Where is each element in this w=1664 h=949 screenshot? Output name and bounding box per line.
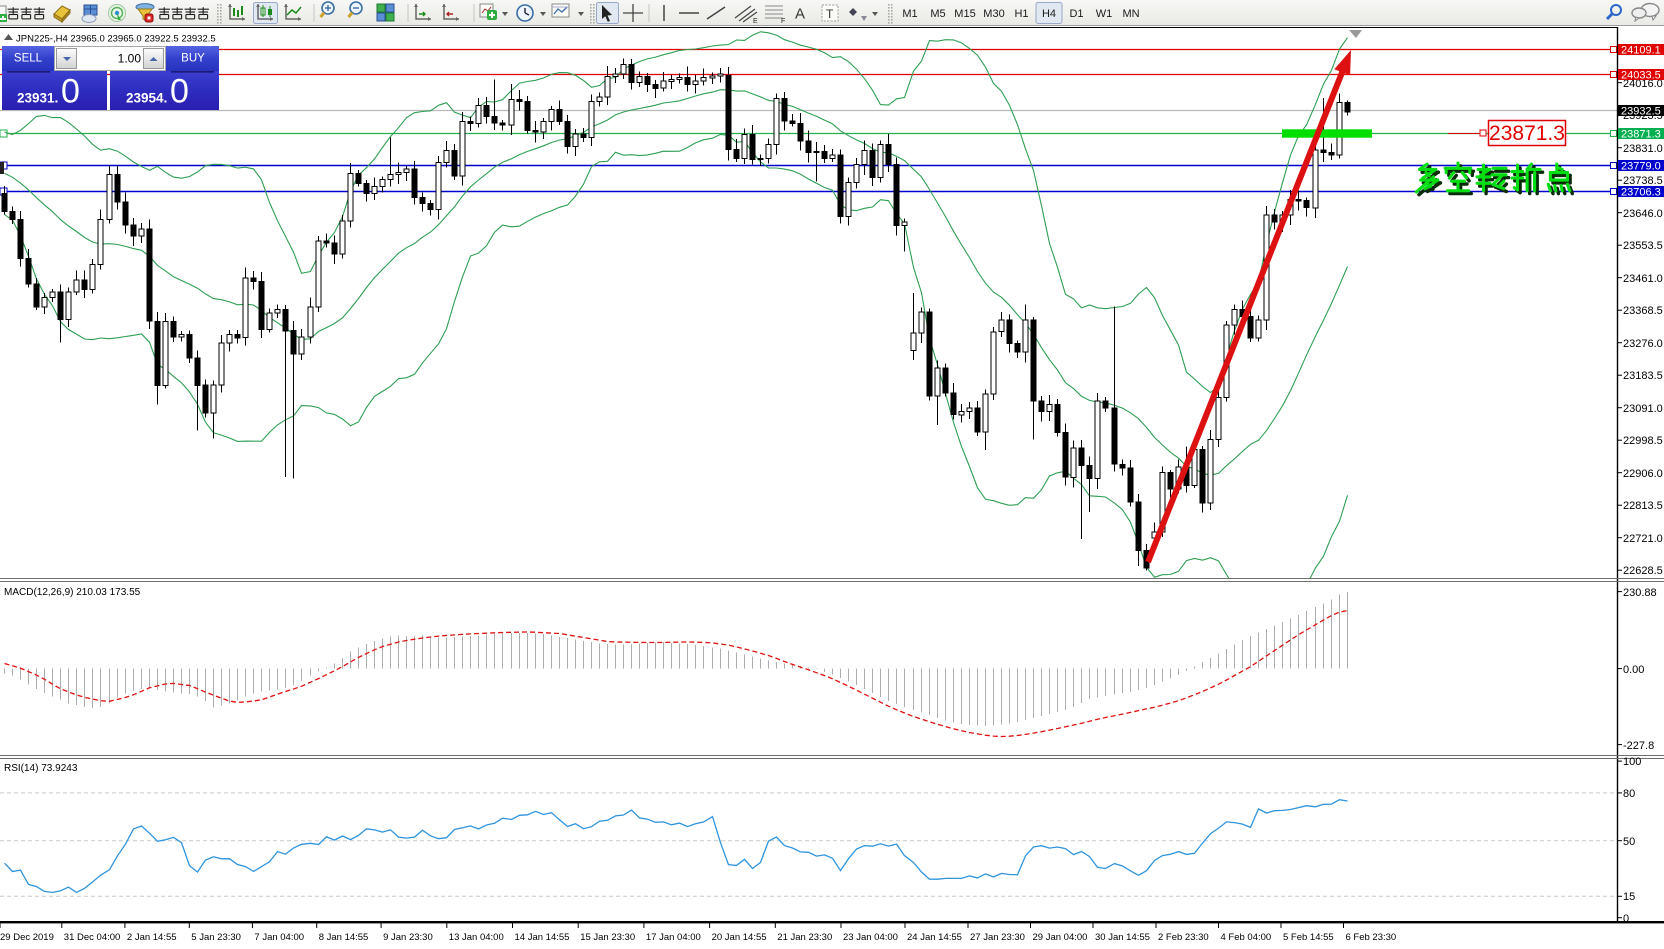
svg-text:23183.5: 23183.5 [1623, 370, 1663, 382]
svg-text:30 Jan 14:55: 30 Jan 14:55 [1095, 932, 1150, 943]
svg-text:5 Feb 14:55: 5 Feb 14:55 [1283, 932, 1334, 943]
svg-text:7 Jan 04:00: 7 Jan 04:00 [254, 932, 304, 943]
svg-text:M15: M15 [954, 8, 975, 20]
svg-text:17 Jan 04:00: 17 Jan 04:00 [646, 932, 701, 943]
svg-text:23091.0: 23091.0 [1623, 403, 1663, 415]
svg-text:23871.3: 23871.3 [1489, 122, 1565, 145]
svg-text:80: 80 [1623, 788, 1635, 800]
svg-text:23738.5: 23738.5 [1623, 175, 1663, 187]
svg-text:100: 100 [1623, 756, 1641, 768]
svg-text:23871.3: 23871.3 [1621, 129, 1661, 141]
svg-text:4 Feb 04:00: 4 Feb 04:00 [1221, 932, 1272, 943]
svg-text:6 Feb 23:30: 6 Feb 23:30 [1346, 932, 1397, 943]
svg-text:50: 50 [1623, 836, 1635, 848]
svg-text:27 Jan 23:30: 27 Jan 23:30 [970, 932, 1025, 943]
svg-text:9 Jan 23:30: 9 Jan 23:30 [383, 932, 433, 943]
svg-text:0: 0 [1623, 913, 1629, 925]
svg-text:24109.1: 24109.1 [1621, 45, 1661, 57]
svg-text:15: 15 [1623, 891, 1635, 903]
svg-text:M5: M5 [930, 8, 945, 20]
svg-text:24033.5: 24033.5 [1621, 70, 1661, 82]
svg-text:31 Dec 04:00: 31 Dec 04:00 [64, 932, 121, 943]
svg-text:MACD(12,26,9) 210.03 173.55: MACD(12,26,9) 210.03 173.55 [4, 587, 141, 598]
svg-text:JPN225-,H4 23965.0 23965.0 23: JPN225-,H4 23965.0 23965.0 23922.5 23932… [16, 34, 216, 45]
svg-text:29 Jan 04:00: 29 Jan 04:00 [1033, 932, 1088, 943]
svg-text:23779.0: 23779.0 [1621, 161, 1661, 173]
svg-text:8 Jan 14:55: 8 Jan 14:55 [319, 932, 369, 943]
svg-text:13 Jan 04:00: 13 Jan 04:00 [449, 932, 504, 943]
svg-text:14 Jan 14:55: 14 Jan 14:55 [515, 932, 570, 943]
svg-text:23931: 23931 [17, 91, 55, 106]
svg-text:A: A [795, 6, 805, 23]
svg-text:-227.8: -227.8 [1623, 740, 1654, 752]
svg-text:23368.5: 23368.5 [1623, 305, 1663, 317]
svg-text:23461.0: 23461.0 [1623, 273, 1663, 285]
svg-text:22721.0: 22721.0 [1623, 533, 1663, 545]
svg-text:E: E [753, 18, 758, 25]
svg-text:D1: D1 [1069, 8, 1083, 20]
svg-text:.: . [164, 90, 168, 106]
svg-text:H1: H1 [1014, 8, 1028, 20]
svg-text:1.00: 1.00 [118, 52, 142, 66]
svg-text:23646.0: 23646.0 [1623, 208, 1663, 220]
svg-text:MN: MN [1122, 8, 1139, 20]
svg-text:.: . [55, 90, 59, 106]
svg-text:20 Jan 14:55: 20 Jan 14:55 [712, 932, 767, 943]
svg-text:24 Jan 14:55: 24 Jan 14:55 [907, 932, 962, 943]
svg-text:2 Jan 14:55: 2 Jan 14:55 [127, 932, 177, 943]
svg-text:H4: H4 [1042, 8, 1056, 20]
svg-text:22998.5: 22998.5 [1623, 435, 1663, 447]
svg-text:T: T [826, 7, 834, 21]
svg-text:5 Jan 23:30: 5 Jan 23:30 [191, 932, 241, 943]
svg-text:22628.5: 22628.5 [1623, 565, 1663, 577]
svg-text:0: 0 [170, 73, 189, 111]
svg-text:23706.3: 23706.3 [1621, 187, 1661, 199]
svg-text:23276.0: 23276.0 [1623, 338, 1663, 350]
svg-text:M1: M1 [902, 8, 917, 20]
svg-text:15 Jan 23:30: 15 Jan 23:30 [580, 932, 635, 943]
svg-text:F: F [781, 18, 785, 25]
svg-text:29 Dec 2019: 29 Dec 2019 [0, 932, 54, 943]
svg-text:24016.0: 24016.0 [1623, 78, 1663, 90]
svg-text:BUY: BUY [181, 53, 205, 65]
svg-text:M30: M30 [983, 8, 1004, 20]
svg-text:23954: 23954 [126, 91, 164, 106]
svg-text:23932.5: 23932.5 [1621, 106, 1661, 118]
svg-text:2 Feb 23:30: 2 Feb 23:30 [1158, 932, 1209, 943]
svg-text:RSI(14) 73.9243: RSI(14) 73.9243 [4, 763, 78, 774]
svg-text:0.00: 0.00 [1623, 664, 1644, 676]
svg-text:SELL: SELL [14, 53, 43, 65]
svg-text:23553.5: 23553.5 [1623, 240, 1663, 252]
svg-text:22906.0: 22906.0 [1623, 468, 1663, 480]
svg-text:0: 0 [61, 73, 80, 111]
svg-text:W1: W1 [1096, 8, 1113, 20]
svg-text:230.88: 230.88 [1623, 587, 1657, 599]
svg-text:23831.0: 23831.0 [1623, 143, 1663, 155]
svg-text:22813.5: 22813.5 [1623, 500, 1663, 512]
svg-text:21 Jan 23:30: 21 Jan 23:30 [777, 932, 832, 943]
svg-text:23 Jan 04:00: 23 Jan 04:00 [843, 932, 898, 943]
